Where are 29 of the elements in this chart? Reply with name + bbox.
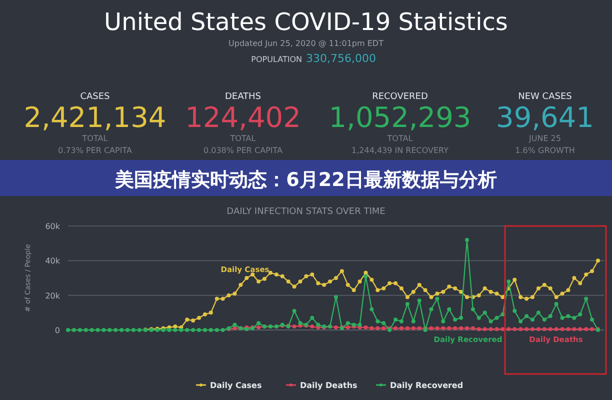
text: CASES [80, 92, 110, 102]
y-tick-label: 60k [45, 222, 60, 231]
legend-label: Daily Recovered [390, 381, 464, 390]
text: RECOVERED [372, 92, 428, 102]
text: JUNE 25 [528, 134, 561, 143]
text: TOTAL [81, 134, 108, 143]
text: TOTAL [229, 134, 256, 143]
legend-label: Daily Cases [210, 381, 262, 390]
y-tick-label: 20k [45, 291, 60, 300]
text: United States COVID-19 Statistics [104, 8, 508, 36]
text: 1,052,293 [328, 101, 472, 134]
text: 330,756,000 [306, 52, 376, 65]
text: TOTAL [386, 134, 414, 143]
text: 39,641 [496, 101, 594, 134]
y-tick-label: 40k [45, 256, 60, 266]
text: DEATHS [224, 92, 262, 102]
chart-title: DAILY INFECTION STATS OVER TIME [226, 207, 386, 217]
text: NEW CASES [518, 92, 572, 102]
text: 0.73% PER CAPITA [58, 146, 132, 155]
text: 美国疫情实时动态：6月22日最新数据与分析 [114, 169, 497, 191]
text: POPULATION [251, 55, 302, 64]
text: Updated Jun 25, 2020 @ 11:01pm EDT [228, 39, 384, 48]
text: 1,244,439 IN RECOVERY [352, 146, 449, 155]
text: 124,402 [185, 101, 301, 134]
text: 0.038% PER CAPITA [203, 146, 284, 155]
y-tick-label: 0 [54, 326, 60, 335]
legend-label: Daily Deaths [300, 381, 358, 390]
text: 2,421,134 [24, 101, 166, 134]
text: 1.6% GROWTH [515, 146, 575, 155]
